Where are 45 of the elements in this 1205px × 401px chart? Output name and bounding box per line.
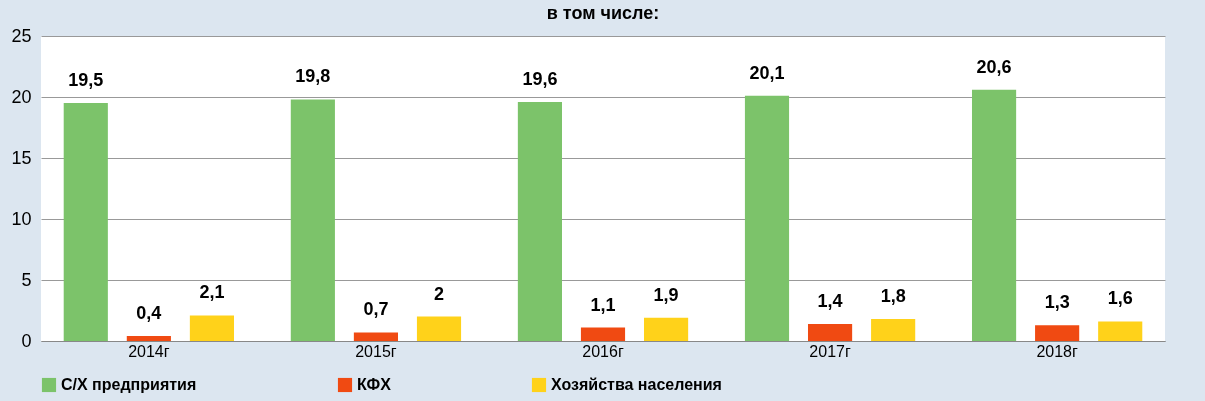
- bar: [290, 99, 335, 341]
- data-label: 1,9: [653, 284, 679, 305]
- legend-label: Хозяйства населения: [551, 376, 722, 393]
- data-label: 20,1: [749, 62, 785, 83]
- bar: [1035, 325, 1080, 341]
- legend-label: КФХ: [357, 376, 392, 393]
- bar: [416, 316, 462, 341]
- legend-label: С/Х предприятия: [61, 376, 197, 393]
- chart-title: в том числе:: [546, 3, 660, 23]
- data-label: 1,6: [1107, 288, 1133, 309]
- bar: [871, 319, 916, 341]
- data-label: 0,4: [136, 303, 162, 324]
- bar: [189, 315, 235, 341]
- data-label: 1,1: [590, 294, 616, 315]
- y-tick-label: 25: [11, 25, 32, 46]
- bar: [353, 332, 399, 341]
- y-tick-label: 15: [11, 147, 32, 168]
- data-label: 2,1: [199, 282, 225, 303]
- bar: [644, 317, 689, 341]
- bar: [126, 336, 171, 341]
- data-label: 0,7: [363, 299, 389, 320]
- data-label: 1,3: [1044, 292, 1070, 313]
- data-label: 19,8: [295, 66, 331, 87]
- bar: [517, 101, 562, 341]
- bar: [744, 95, 790, 341]
- data-label: 20,6: [976, 56, 1012, 77]
- x-tick-label: 2015г: [355, 342, 397, 360]
- data-label: 19,5: [68, 70, 104, 91]
- bar: [807, 323, 853, 341]
- y-tick-label: 10: [11, 208, 32, 229]
- y-tick-label: 0: [21, 330, 32, 351]
- data-label: 1,8: [880, 286, 906, 307]
- bar: [1098, 321, 1143, 341]
- x-tick-label: 2018г: [1036, 342, 1079, 360]
- bar: [971, 89, 1017, 341]
- data-label: 19,6: [522, 68, 558, 89]
- bar: [63, 103, 108, 341]
- data-label: 2: [434, 283, 445, 304]
- data-label: 1,4: [817, 290, 843, 311]
- y-tick-label: 20: [11, 86, 32, 107]
- y-tick-label: 5: [21, 269, 32, 290]
- bar: [580, 327, 626, 341]
- x-tick-label: 2016г: [582, 342, 624, 360]
- x-tick-label: 2014г: [128, 342, 170, 360]
- x-tick-label: 2017г: [809, 342, 851, 360]
